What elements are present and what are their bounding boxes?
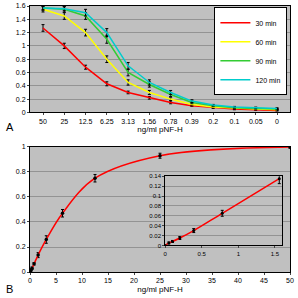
svg-text:30 min: 30 min [255, 20, 276, 27]
svg-text:0.6: 0.6 [16, 69, 26, 76]
svg-text:0: 0 [275, 118, 279, 125]
svg-text:120 min: 120 min [255, 77, 280, 84]
svg-text:50: 50 [39, 118, 47, 125]
svg-text:0: 0 [22, 109, 26, 116]
svg-text:0.02: 0.02 [149, 233, 161, 239]
svg-text:0.4: 0.4 [16, 218, 26, 225]
svg-text:0.4: 0.4 [16, 82, 26, 89]
svg-text:50: 50 [286, 277, 294, 284]
svg-text:1: 1 [22, 42, 26, 49]
svg-text:30: 30 [182, 277, 190, 284]
svg-text:0.05: 0.05 [249, 118, 263, 125]
svg-text:0.14: 0.14 [149, 173, 161, 179]
svg-text:25: 25 [60, 118, 68, 125]
svg-text:1.4: 1.4 [16, 16, 26, 23]
svg-text:A: A [6, 121, 14, 133]
svg-text:1.56: 1.56 [143, 118, 157, 125]
svg-text:10: 10 [78, 277, 86, 284]
svg-text:25: 25 [156, 277, 164, 284]
svg-text:B: B [6, 283, 13, 295]
svg-text:3.13: 3.13 [121, 118, 135, 125]
svg-text:0.2: 0.2 [208, 118, 218, 125]
svg-text:1: 1 [22, 143, 26, 150]
svg-text:0: 0 [22, 268, 26, 275]
svg-text:0.2: 0.2 [16, 243, 26, 250]
svg-text:0.6: 0.6 [16, 193, 26, 200]
svg-text:6.25: 6.25 [100, 118, 114, 125]
svg-text:0.04: 0.04 [149, 223, 161, 229]
svg-text:ng/ml pNF-H: ng/ml pNF-H [137, 285, 183, 294]
svg-text:0.8: 0.8 [16, 168, 26, 175]
svg-text:0.5: 0.5 [198, 251, 207, 257]
svg-text:0.78: 0.78 [164, 118, 178, 125]
svg-text:0.39: 0.39 [185, 118, 199, 125]
svg-text:12.5: 12.5 [79, 118, 93, 125]
svg-text:5: 5 [54, 277, 58, 284]
svg-text:0.2: 0.2 [16, 96, 26, 103]
svg-text:0.08: 0.08 [149, 203, 161, 209]
svg-text:1.5: 1.5 [271, 251, 280, 257]
svg-text:0.8: 0.8 [16, 56, 26, 63]
svg-text:35: 35 [208, 277, 216, 284]
svg-text:45: 45 [260, 277, 268, 284]
svg-text:90 min: 90 min [255, 58, 276, 65]
svg-text:1: 1 [237, 251, 241, 257]
svg-text:0.1: 0.1 [153, 193, 162, 199]
svg-text:1.2: 1.2 [16, 29, 26, 36]
svg-text:20: 20 [130, 277, 138, 284]
svg-text:0.12: 0.12 [149, 183, 161, 189]
svg-text:0.1: 0.1 [230, 118, 240, 125]
svg-text:0: 0 [28, 277, 32, 284]
svg-text:0: 0 [158, 243, 162, 249]
svg-text:0: 0 [164, 251, 168, 257]
svg-text:40: 40 [234, 277, 242, 284]
svg-text:60 min: 60 min [255, 39, 276, 46]
svg-text:15: 15 [104, 277, 112, 284]
svg-text:0.06: 0.06 [149, 213, 161, 219]
svg-text:1.6: 1.6 [16, 2, 26, 9]
svg-text:ng/ml pNF-H: ng/ml pNF-H [137, 125, 183, 134]
